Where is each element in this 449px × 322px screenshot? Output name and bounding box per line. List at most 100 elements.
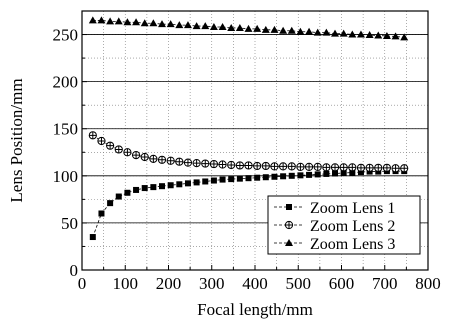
marker-cross bbox=[210, 160, 218, 168]
x-tick-label: 200 bbox=[156, 274, 182, 293]
marker-cross bbox=[305, 163, 313, 171]
marker-cross bbox=[322, 163, 330, 171]
y-tick-label: 250 bbox=[53, 26, 79, 45]
data-point bbox=[184, 180, 191, 187]
data-point bbox=[322, 163, 331, 172]
marker-cross bbox=[158, 156, 166, 164]
data-point bbox=[106, 141, 115, 150]
data-point bbox=[183, 21, 192, 29]
data-point bbox=[114, 145, 123, 154]
data-point bbox=[279, 26, 288, 34]
data-point bbox=[280, 173, 287, 180]
data-point bbox=[400, 164, 409, 173]
data-point bbox=[192, 22, 201, 30]
data-point bbox=[305, 27, 314, 35]
data-point bbox=[159, 183, 166, 190]
legend-label: Zoom Lens 2 bbox=[310, 218, 395, 235]
data-point bbox=[400, 33, 409, 41]
marker-cross bbox=[141, 153, 149, 161]
marker-cross bbox=[400, 164, 408, 172]
data-point bbox=[297, 172, 304, 179]
x-tick-label: 100 bbox=[113, 274, 139, 293]
marker-cross bbox=[149, 155, 157, 163]
data-point bbox=[262, 174, 269, 181]
x-tick-label: 400 bbox=[242, 274, 268, 293]
marker-cross bbox=[391, 164, 400, 172]
data-point bbox=[245, 175, 252, 182]
data-point bbox=[306, 171, 313, 178]
marker-cross bbox=[348, 163, 356, 171]
data-point bbox=[131, 150, 141, 160]
data-point bbox=[114, 17, 123, 25]
data-point bbox=[167, 182, 174, 189]
x-axis-label: Focal length/mm bbox=[197, 300, 313, 319]
data-point bbox=[193, 179, 200, 186]
data-point bbox=[391, 164, 400, 173]
marker-cross bbox=[175, 158, 183, 166]
data-point bbox=[391, 32, 400, 40]
data-point bbox=[201, 22, 210, 30]
data-point bbox=[314, 171, 321, 178]
data-point bbox=[365, 163, 374, 172]
marker-cross bbox=[314, 163, 322, 171]
data-point bbox=[356, 30, 365, 38]
data-point bbox=[123, 148, 132, 157]
series-layer bbox=[88, 16, 409, 241]
marker-cross bbox=[218, 160, 227, 169]
data-point bbox=[210, 177, 217, 184]
data-point bbox=[244, 24, 253, 32]
data-point bbox=[382, 163, 392, 172]
x-tick-label: 800 bbox=[415, 274, 441, 293]
data-point bbox=[236, 175, 243, 182]
data-point bbox=[270, 25, 279, 33]
data-point bbox=[107, 200, 114, 207]
marker-cross bbox=[89, 131, 97, 139]
y-tick-label: 150 bbox=[53, 120, 79, 139]
axis-layer: 0 100 200 300 400 500 600 700 800 0 50 100 150 200 250 bbox=[53, 26, 441, 293]
marker-cross bbox=[167, 157, 175, 165]
series-3 bbox=[88, 16, 409, 41]
series-2 bbox=[88, 131, 409, 173]
data-point bbox=[270, 162, 279, 171]
data-point bbox=[287, 162, 296, 171]
data-point bbox=[166, 156, 175, 165]
data-point bbox=[228, 176, 235, 183]
marker-cross bbox=[184, 159, 192, 167]
data-point bbox=[304, 162, 314, 171]
data-point bbox=[323, 170, 330, 177]
data-point bbox=[133, 186, 140, 193]
marker-cross bbox=[366, 164, 374, 172]
legend-item: Zoom Lens 1 bbox=[274, 200, 395, 217]
data-point bbox=[356, 163, 366, 172]
marker-cross bbox=[201, 159, 209, 168]
data-point bbox=[124, 189, 131, 196]
x-tick-label: 0 bbox=[78, 274, 87, 293]
legend-marker bbox=[284, 220, 294, 230]
data-point bbox=[106, 17, 115, 25]
data-point bbox=[357, 169, 364, 176]
data-point bbox=[340, 169, 347, 176]
y-tick-label: 100 bbox=[53, 167, 79, 186]
data-point bbox=[176, 181, 183, 188]
data-point bbox=[332, 170, 339, 177]
marker-cross bbox=[383, 164, 391, 172]
y-axis-label: Lens Position/mm bbox=[7, 78, 26, 202]
legend-marker bbox=[285, 239, 293, 246]
data-point bbox=[141, 185, 148, 192]
data-point bbox=[313, 28, 322, 36]
data-point bbox=[331, 29, 340, 37]
x-tick-label: 500 bbox=[286, 274, 312, 293]
data-point bbox=[149, 154, 158, 163]
marker-cross bbox=[106, 142, 114, 150]
data-point bbox=[288, 172, 295, 179]
data-point bbox=[175, 157, 184, 166]
data-point bbox=[219, 176, 226, 183]
data-point bbox=[253, 161, 262, 171]
data-point bbox=[218, 160, 227, 169]
data-point bbox=[157, 155, 167, 164]
data-point bbox=[313, 162, 322, 171]
marker-cross bbox=[285, 221, 293, 229]
data-point bbox=[132, 18, 141, 26]
